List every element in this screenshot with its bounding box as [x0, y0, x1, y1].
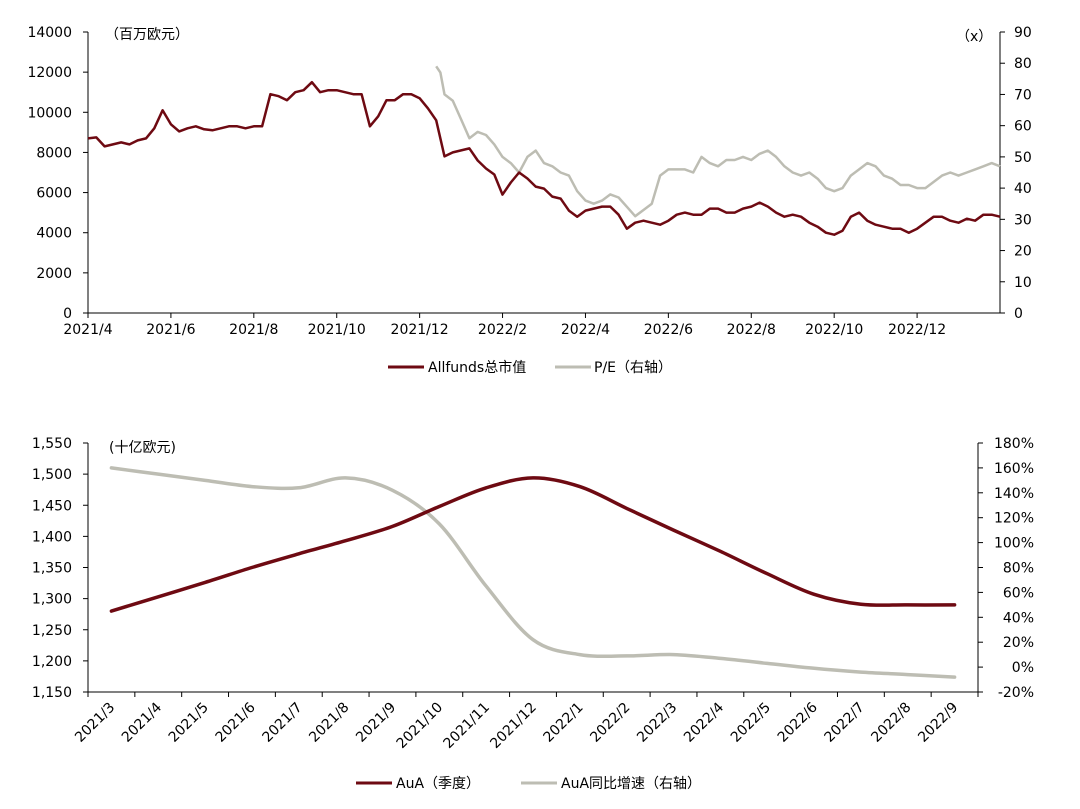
- chart2-y2-tick-label: 80%: [1003, 561, 1034, 577]
- chart2-y2-tick-label: 120%: [994, 511, 1034, 527]
- chart2-y2-tick-label: 140%: [994, 486, 1034, 502]
- chart1-y-tick-label: 6000: [36, 186, 72, 202]
- chart1-y2-tick-label: 40: [1014, 181, 1032, 197]
- chart1-y2-tick-label: 70: [1014, 87, 1032, 103]
- chart1-y2-tick-label: 90: [1014, 25, 1032, 41]
- chart2-x-tick-label: 2021/10: [394, 700, 446, 752]
- chart2-legend-label-1: AuA（季度）: [396, 776, 480, 792]
- chart1-right-unit: （x）: [956, 29, 992, 45]
- chart1-x-tick-label: 2021/8: [229, 322, 278, 338]
- chart2-x-tick-label: 2021/5: [166, 700, 212, 746]
- chart2-x-tick-label: 2021/12: [487, 700, 539, 752]
- chart1-left-unit: （百万欧元）: [105, 27, 189, 43]
- chart1-x-tick-label: 2022/8: [727, 322, 776, 338]
- chart1-y2-tick-label: 10: [1014, 275, 1032, 291]
- chart1-x-tick-label: 2022/12: [888, 322, 946, 338]
- chart1-y-tick-label: 8000: [36, 145, 72, 161]
- chart2-y2-tick-label: 100%: [994, 536, 1034, 552]
- chart1-series-market-cap-line: [87, 80, 1001, 236]
- chart1-y2-tick-label: 0: [1014, 306, 1023, 322]
- chart2-series-aua-growth-line: [109, 466, 957, 679]
- chart1-y-tick-label: 2000: [36, 266, 72, 282]
- chart2-y-tick-label: 1,400: [32, 529, 72, 545]
- chart1-x-tick-label: 2021/12: [391, 322, 449, 338]
- chart1-x-tick-label: 2022/6: [644, 322, 693, 338]
- chart1-x-tick-label: 2022/2: [478, 322, 527, 338]
- chart2-left-unit: (十亿欧元): [109, 440, 176, 456]
- chart1-series-pe-line: [435, 65, 1001, 218]
- chart2-x-tick-label: 2022/4: [681, 699, 727, 745]
- chart1-x-tick-label: 2021/6: [146, 322, 195, 338]
- chart1-x-tick-label: 2021/10: [308, 322, 366, 338]
- chart1-x-tick-label: 2021/4: [63, 322, 112, 338]
- chart2-x-tick-label: 2021/6: [213, 699, 259, 745]
- chart2-y2-tick-label: 180%: [994, 436, 1034, 452]
- chart2-y-tick-label: 1,550: [32, 436, 72, 452]
- chart2-x-tick-label: 2021/4: [119, 699, 165, 745]
- chart1-y2-tick-label: 50: [1014, 150, 1032, 166]
- chart2-y2-tick-label: 160%: [994, 461, 1034, 477]
- chart2-x-tick-label: 2022/9: [915, 700, 961, 746]
- chart2-y2-tick-label: -20%: [998, 685, 1034, 701]
- chart1-y2-tick-label: 80: [1014, 56, 1032, 72]
- chart2-x-tick-label: 2021/3: [72, 700, 118, 746]
- chart2-x-tick-label: 2022/8: [868, 700, 914, 746]
- chart1-y-tick-label: 14000: [27, 25, 72, 41]
- chart2-y-tick-label: 1,500: [32, 467, 72, 483]
- chart2-y-tick-label: 1,350: [32, 561, 72, 577]
- chart2-x-tick-label: 2022/2: [587, 700, 633, 746]
- chart1-y-tick-label: 10000: [27, 105, 72, 121]
- chart1-y-tick-label: 0: [63, 306, 72, 322]
- chart2-y2-tick-label: 40%: [1003, 610, 1034, 626]
- chart2-x-tick-label: 2021/9: [353, 700, 399, 746]
- chart2-y-tick-label: 1,300: [32, 592, 72, 608]
- chart2-series-aua-line: [109, 476, 957, 613]
- chart2-y-tick-label: 1,250: [32, 623, 72, 639]
- chart2-x-tick-label: 2021/8: [306, 700, 352, 746]
- chart1-x-tick-label: 2022/4: [561, 322, 610, 338]
- chart2-x-tick-label: 2022/6: [775, 699, 821, 745]
- chart2-x-tick-label: 2022/5: [728, 700, 774, 746]
- chart1-y2-tick-label: 20: [1014, 244, 1032, 260]
- chart2-x-tick-label: 2021/7: [259, 700, 305, 746]
- chart1-y-tick-label: 12000: [27, 65, 72, 81]
- chart2-x-tick-label: 2022/3: [634, 700, 680, 746]
- chart2-x-tick-label: 2022/7: [822, 700, 868, 746]
- chart2-y-tick-label: 1,200: [32, 654, 72, 670]
- chart2-y2-tick-label: 60%: [1003, 585, 1034, 601]
- chart2-y2-tick-label: 0%: [1012, 660, 1034, 676]
- chart1-x-tick-label: 2022/10: [805, 322, 863, 338]
- chart2-legend-label-2: AuA同比增速（右轴）: [561, 776, 701, 792]
- chart2-x-tick-label: 2021/11: [441, 700, 493, 752]
- chart1-y2-tick-label: 60: [1014, 119, 1032, 135]
- chart1-y-tick-label: 4000: [36, 226, 72, 242]
- chart2-y2-tick-label: 20%: [1003, 635, 1034, 651]
- chart1-legend-label-1: Allfunds总市值: [428, 359, 526, 376]
- chart2-x-tick-label: 2022/1: [541, 700, 587, 746]
- chart2-y-tick-label: 1,450: [32, 498, 72, 514]
- chart1-y2-tick-label: 30: [1014, 212, 1032, 228]
- chart1-legend-label-2: P/E（右轴）: [594, 360, 672, 376]
- chart2-y-tick-label: 1,150: [32, 685, 72, 701]
